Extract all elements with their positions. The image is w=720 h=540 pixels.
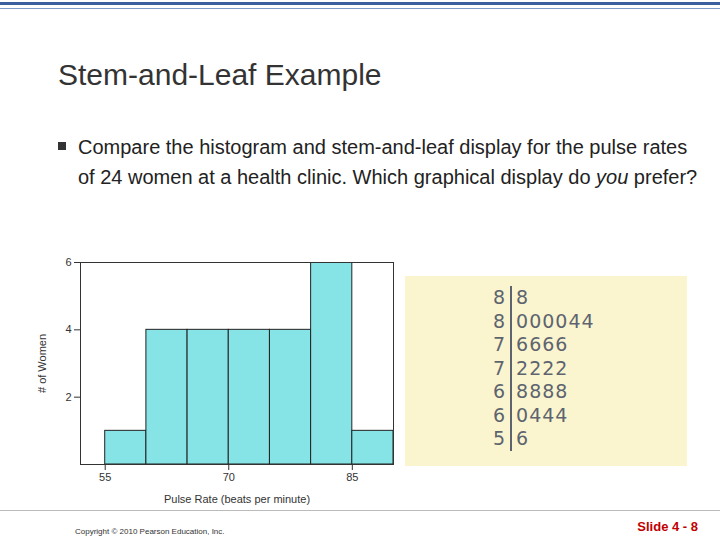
svg-text:4: 4 [65,323,71,335]
html-text:0444: 0444 [516,403,569,426]
html-text:Stem-and-Leaf Example: Stem-and-Leaf Example [58,58,382,91]
html-text:Compare the histogram and stem: Compare the histogram and stem-and-leaf … [78,136,698,188]
svg-text:6: 6 [65,256,71,268]
html-text:8: 8 [516,286,530,308]
html-text:000044: 000044 [516,309,595,332]
html-text:6666: 6666 [516,333,569,355]
html-text:6: 6 [516,427,530,449]
html-text:5: 5 [493,427,507,449]
html-text:Copyright © 2010 Pearson Educa: Copyright © 2010 Pearson Education, Inc. [75,527,225,536]
svg-text:85: 85 [346,471,358,483]
html-text:6: 6 [493,380,507,402]
html-text:6: 6 [493,403,507,426]
html-text:8: 8 [493,309,507,332]
svg-text:Pulse Rate (beats per minute): Pulse Rate (beats per minute) [164,493,310,505]
html-text:2222: 2222 [516,356,569,379]
html-text:8: 8 [493,286,507,308]
html-text:7: 7 [493,356,507,379]
svg-text:2: 2 [65,391,71,403]
html-text:7: 7 [493,333,507,355]
svg-text:70: 70 [223,471,235,483]
html-text:8888: 8888 [516,380,569,402]
svg-text:# of Women: # of Women [36,334,48,393]
svg-text:55: 55 [99,471,111,483]
html-text:Slide 4 - 8: Slide 4 - 8 [637,519,698,534]
